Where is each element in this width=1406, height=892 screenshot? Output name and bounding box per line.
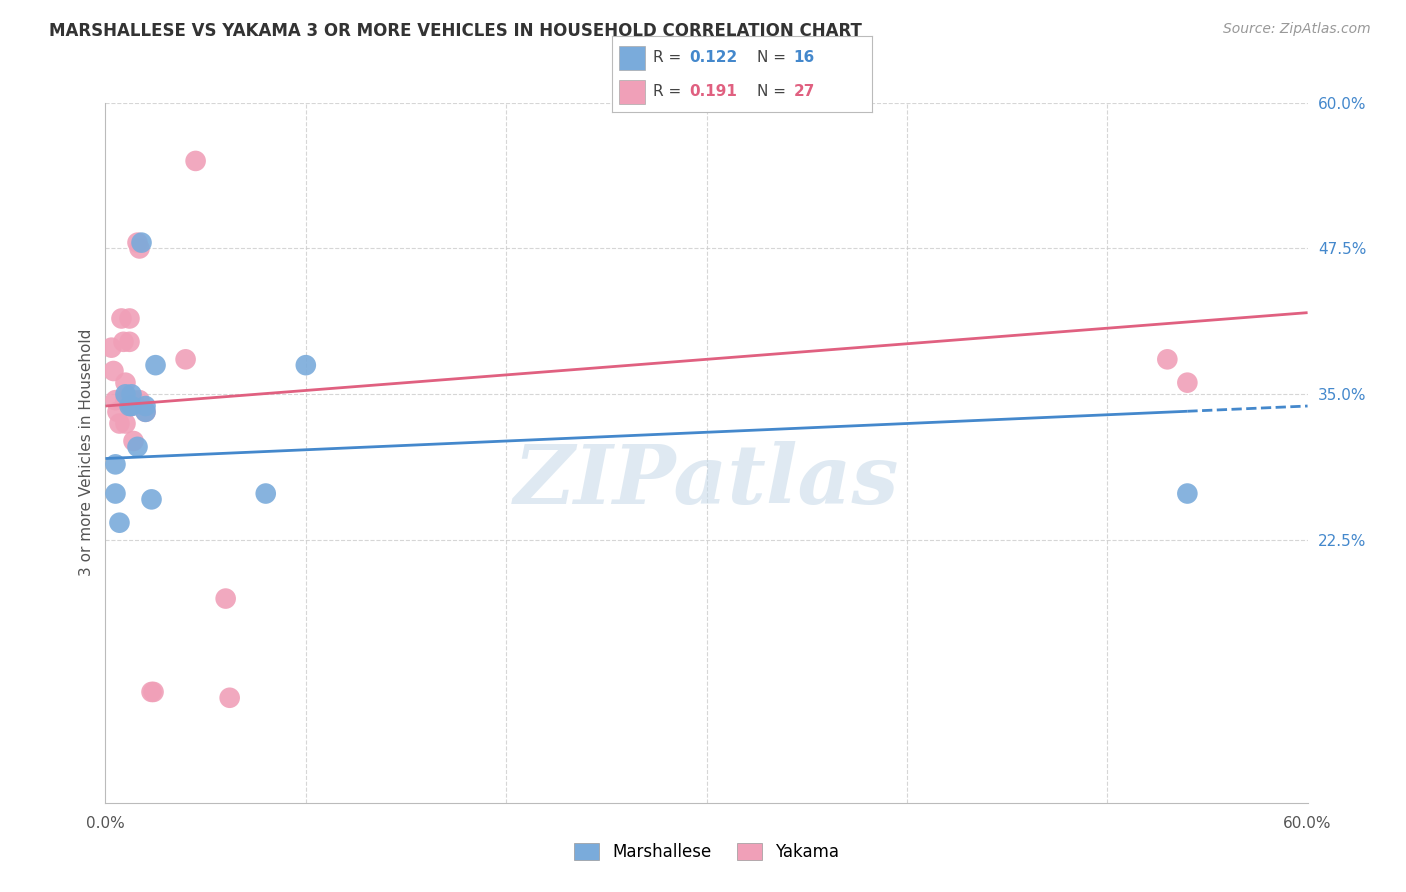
- Point: [135, 405, 157, 419]
- Point: [254, 486, 277, 500]
- Point: [218, 690, 240, 705]
- Point: [104, 393, 127, 408]
- Text: ZIPatlas: ZIPatlas: [513, 441, 900, 521]
- Text: N =: N =: [758, 84, 792, 99]
- Point: [112, 334, 135, 349]
- Bar: [620, 79, 645, 104]
- Text: R =: R =: [654, 84, 686, 99]
- Point: [121, 387, 143, 401]
- Text: R =: R =: [654, 50, 686, 65]
- Point: [118, 399, 141, 413]
- Point: [114, 387, 136, 401]
- Point: [184, 153, 207, 168]
- Point: [104, 458, 127, 472]
- Point: [108, 516, 131, 530]
- Point: [1177, 376, 1199, 390]
- Point: [114, 376, 136, 390]
- Text: MARSHALLESE VS YAKAMA 3 OR MORE VEHICLES IN HOUSEHOLD CORRELATION CHART: MARSHALLESE VS YAKAMA 3 OR MORE VEHICLES…: [49, 22, 862, 40]
- Point: [103, 364, 125, 378]
- Point: [114, 393, 136, 408]
- Point: [131, 235, 153, 250]
- Text: 0.191: 0.191: [690, 84, 738, 99]
- Point: [118, 334, 141, 349]
- Point: [107, 405, 129, 419]
- Point: [142, 685, 165, 699]
- Text: Source: ZipAtlas.com: Source: ZipAtlas.com: [1223, 22, 1371, 37]
- Text: 27: 27: [793, 84, 815, 99]
- Point: [127, 440, 149, 454]
- Text: N =: N =: [758, 50, 792, 65]
- Point: [122, 393, 145, 408]
- Bar: [620, 45, 645, 70]
- Text: 16: 16: [793, 50, 815, 65]
- Point: [108, 417, 131, 431]
- Point: [141, 685, 163, 699]
- Point: [145, 358, 167, 372]
- Point: [135, 405, 157, 419]
- Point: [128, 242, 150, 256]
- Point: [127, 235, 149, 250]
- Point: [214, 591, 236, 606]
- Point: [121, 399, 143, 413]
- Point: [1177, 486, 1199, 500]
- Point: [104, 486, 127, 500]
- Point: [114, 417, 136, 431]
- Point: [110, 311, 132, 326]
- Point: [122, 434, 145, 448]
- Point: [295, 358, 318, 372]
- Text: 0.122: 0.122: [690, 50, 738, 65]
- Y-axis label: 3 or more Vehicles in Household: 3 or more Vehicles in Household: [79, 329, 94, 576]
- Point: [174, 352, 197, 367]
- Point: [1156, 352, 1178, 367]
- Point: [121, 399, 143, 413]
- Point: [135, 399, 157, 413]
- Point: [100, 341, 122, 355]
- Point: [118, 311, 141, 326]
- Point: [141, 492, 163, 507]
- Point: [128, 393, 150, 408]
- Legend: Marshallese, Yakama: Marshallese, Yakama: [568, 837, 845, 868]
